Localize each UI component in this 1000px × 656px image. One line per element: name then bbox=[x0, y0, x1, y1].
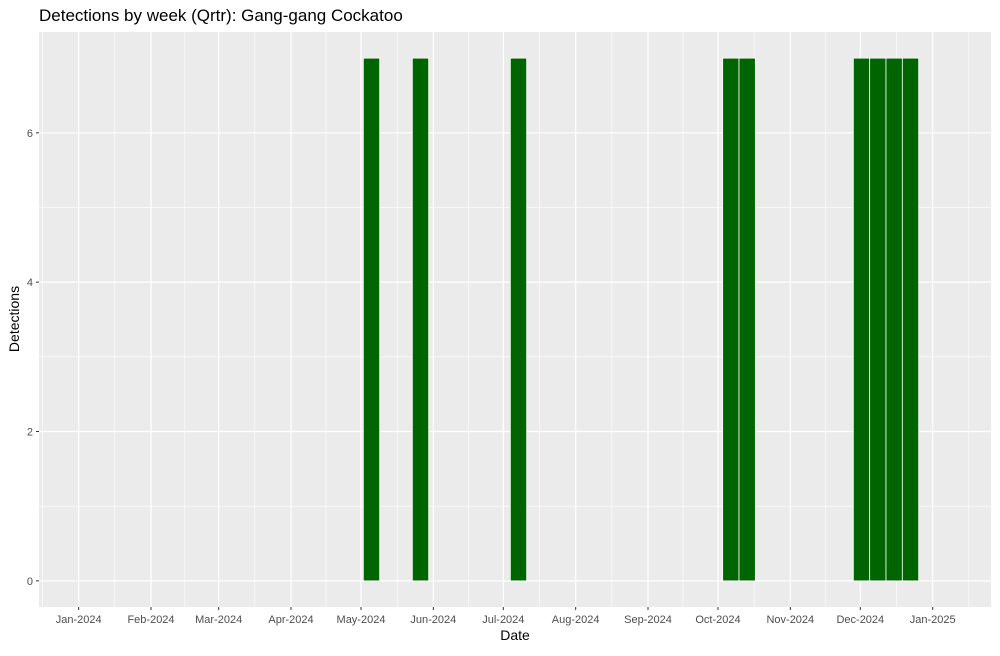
x-tick-label: Mar-2024 bbox=[195, 614, 242, 626]
bar bbox=[411, 57, 430, 582]
y-tick-label: 4 bbox=[27, 277, 33, 289]
x-tick-label: Feb-2024 bbox=[127, 614, 174, 626]
bar bbox=[901, 57, 920, 582]
bar bbox=[885, 57, 903, 582]
y-axis-title: Detections bbox=[6, 286, 22, 352]
x-tick-label: Jun-2024 bbox=[410, 614, 456, 626]
x-tick-label: Nov-2024 bbox=[766, 614, 814, 626]
bar-layer bbox=[362, 57, 920, 582]
bar bbox=[869, 57, 887, 582]
bar bbox=[722, 57, 740, 582]
grid-lines bbox=[39, 32, 991, 607]
x-tick-label: Aug-2024 bbox=[552, 614, 600, 626]
bar bbox=[852, 57, 871, 582]
x-tick-label: May-2024 bbox=[337, 614, 386, 626]
x-tick-label: Jul-2024 bbox=[482, 614, 524, 626]
x-tick-label: Jan-2025 bbox=[910, 614, 956, 626]
x-tick-label: Dec-2024 bbox=[836, 614, 884, 626]
chart-title: Detections by week (Qrtr): Gang-gang Coc… bbox=[39, 6, 403, 25]
y-tick-label: 2 bbox=[27, 427, 33, 439]
y-tick-label: 0 bbox=[27, 576, 33, 588]
x-tick-label: Jan-2024 bbox=[56, 614, 102, 626]
bar bbox=[738, 57, 756, 582]
y-tick-label: 6 bbox=[27, 128, 33, 140]
x-tick-label: Apr-2024 bbox=[268, 614, 313, 626]
bar bbox=[362, 57, 381, 582]
x-tick-label: Oct-2024 bbox=[695, 614, 740, 626]
x-axis: Jan-2024 Feb-2024 Mar-2024 Apr-2024 May-2024… bbox=[56, 607, 956, 626]
y-axis: 0 2 4 6 bbox=[27, 128, 39, 588]
bar bbox=[509, 57, 528, 582]
x-axis-title: Date bbox=[500, 627, 530, 643]
x-tick-label: Sep-2024 bbox=[624, 614, 672, 626]
